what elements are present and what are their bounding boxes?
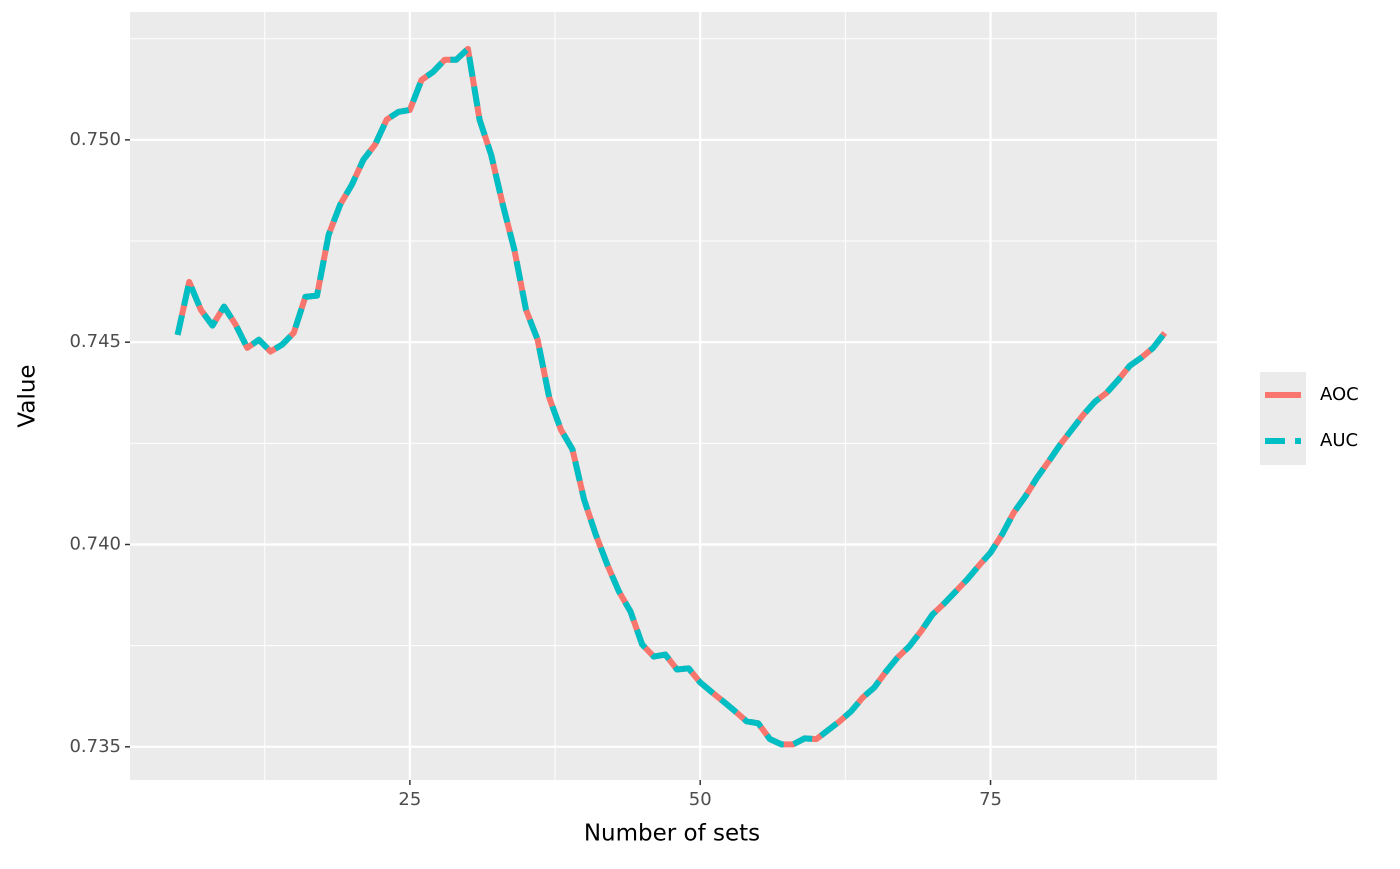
x-tick-label: 50 [689,789,712,810]
series-line [174,45,1168,748]
legend-keys-bg [1260,372,1306,465]
y-tick-label: 0.735 [69,736,121,757]
x-axis-title: Number of sets [584,821,760,847]
y-tick-label: 0.740 [69,534,121,555]
y-tick-label: 0.750 [69,129,121,150]
x-tick-label: 75 [979,789,1002,810]
y-axis-title: Value [15,364,41,427]
y-tick-label: 0.745 [69,331,121,352]
legend-label: AUC [1320,430,1358,451]
x-tick-label: 25 [398,789,421,810]
legend-label: AOC [1320,384,1359,405]
